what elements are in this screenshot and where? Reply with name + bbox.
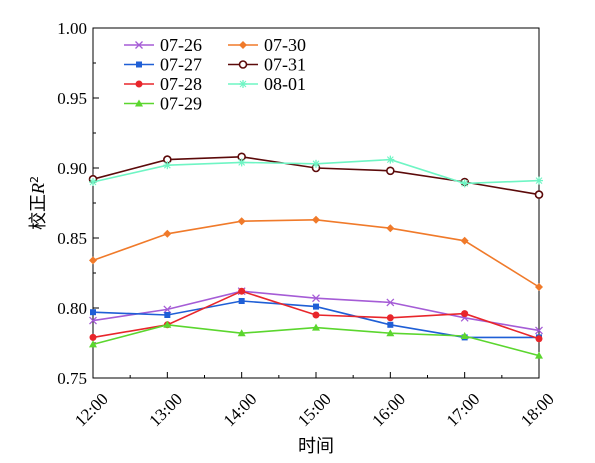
data-point (535, 283, 543, 291)
data-point (237, 217, 246, 226)
x-axis-label: 时间 (298, 436, 334, 457)
data-point (237, 158, 246, 167)
data-point (460, 332, 469, 339)
data-point (163, 320, 172, 328)
legend-swatch-marker (239, 41, 247, 49)
data-point (312, 323, 320, 331)
legend-swatch-marker (135, 99, 143, 107)
data-point (90, 309, 96, 316)
y-tick-label: 0.85 (57, 229, 87, 248)
data-point (163, 229, 172, 238)
x-tick-label: 13:00 (145, 389, 186, 430)
data-point (163, 161, 172, 170)
data-point (312, 215, 320, 224)
legend-label: 07-28 (160, 74, 202, 94)
y-tick-label: 0.75 (57, 369, 87, 388)
data-point (238, 287, 246, 295)
data-point (313, 303, 319, 310)
y-axis-label-superscript: 2 (28, 176, 41, 183)
series-07-30 (89, 215, 543, 291)
y-axis-label: 校正R2 (28, 176, 50, 230)
data-point (164, 312, 171, 318)
legend-label: 07-29 (160, 94, 202, 114)
x-tick-label: 18:00 (517, 389, 558, 430)
y-tick-label: 0.80 (57, 299, 87, 318)
legend-swatch-marker (136, 61, 142, 68)
x-tick-label: 17:00 (443, 389, 484, 430)
data-point (386, 224, 395, 233)
data-point (387, 321, 394, 328)
x-tick-label: 15:00 (294, 389, 335, 430)
legend-item: 07-27 (124, 55, 202, 75)
x-tick-label: 16:00 (368, 389, 409, 430)
y-axis-label-prefix: 校正 (28, 194, 49, 230)
legend-item: 08-01 (228, 74, 306, 94)
series-07-26 (89, 287, 543, 335)
data-point (460, 179, 469, 188)
legend-item: 07-29 (124, 94, 202, 114)
series-line (92, 218, 540, 288)
data-point (386, 329, 395, 337)
data-point (386, 155, 395, 164)
data-point (535, 335, 543, 343)
data-point (312, 311, 320, 319)
legend-swatch-marker (135, 80, 143, 88)
data-point (535, 351, 543, 359)
x-tick-label: 14:00 (220, 389, 261, 430)
x-tick-label: 12:00 (71, 389, 112, 430)
data-point (89, 316, 97, 325)
legend-item: 07-28 (124, 74, 202, 94)
data-point (89, 333, 97, 341)
data-point (89, 256, 97, 265)
y-tick-label: 0.95 (57, 89, 87, 108)
y-tick-label: 1.00 (57, 19, 87, 38)
series-07-29 (89, 320, 543, 359)
legend-label: 07-26 (160, 35, 202, 55)
data-point (460, 236, 469, 245)
data-point (461, 310, 469, 318)
y-tick-label: 0.90 (57, 159, 87, 178)
data-point (89, 178, 97, 186)
legend-swatch-marker (239, 80, 247, 88)
legend-item: 07-31 (228, 55, 306, 75)
x-axis: 12:00 13:00 14:00 15:00 16:00 17:00 18:00 (71, 372, 558, 430)
data-point (237, 329, 246, 337)
data-point (238, 298, 245, 304)
series-layer (88, 152, 544, 359)
data-point (89, 340, 97, 348)
legend-label: 08-01 (264, 74, 306, 94)
legend-item: 07-30 (228, 35, 306, 55)
data-point (386, 166, 395, 176)
legend-label: 07-30 (264, 35, 306, 55)
legend-swatch-marker (238, 60, 248, 69)
data-point (386, 314, 394, 322)
y-axis: 0.75 0.80 0.85 0.90 0.95 1.00 (57, 19, 99, 388)
y-axis-label-symbol: R (28, 183, 48, 195)
data-point (312, 159, 320, 168)
legend-label: 07-31 (264, 55, 306, 75)
legend-swatch-marker (135, 41, 143, 49)
data-point (312, 294, 320, 303)
data-point (535, 326, 543, 335)
data-point (163, 305, 172, 314)
legend-item: 07-26 (124, 35, 202, 55)
data-point (534, 190, 544, 199)
legend-label: 07-27 (160, 55, 202, 75)
data-point (535, 176, 543, 185)
series-08-01 (89, 155, 543, 188)
data-point (386, 298, 395, 307)
